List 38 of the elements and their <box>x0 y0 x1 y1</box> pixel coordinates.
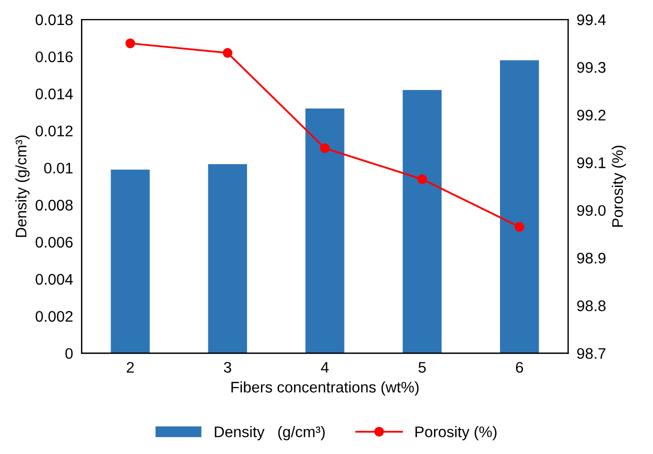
point <box>417 174 428 184</box>
legend-label: Density (g/cm³) <box>214 426 325 440</box>
point <box>320 143 330 154</box>
bar <box>110 170 150 354</box>
y-tick-label: 0.006 <box>36 236 73 248</box>
y-tick-label: 0 <box>65 348 73 359</box>
y-tick-label: 0.012 <box>36 126 73 136</box>
y-tick-label: 0.018 <box>36 14 73 26</box>
y-tick-label: 0.002 <box>36 311 73 322</box>
point <box>514 222 524 232</box>
bar <box>402 90 442 354</box>
x-tick-label: 5 <box>418 362 426 373</box>
y-tick-label: 0.016 <box>36 51 73 62</box>
y2-tick-label: 99.1 <box>577 157 606 168</box>
x-axis-title: Fibers concentrations (wt%) <box>231 381 419 396</box>
x-tick-label: 6 <box>516 362 524 373</box>
point <box>125 38 136 48</box>
x-tick-label: 2 <box>126 362 134 373</box>
y2-axis-title: Porosity (%) <box>612 146 626 227</box>
bar <box>208 164 248 354</box>
y-axis-title: Density (g/cm³) <box>15 136 30 237</box>
y2-tick-label: 99.2 <box>577 110 606 121</box>
y-tick-label: 0.014 <box>36 88 73 100</box>
x-tick-label: 4 <box>320 362 329 373</box>
y2-tick-label: 98.9 <box>577 252 606 264</box>
y-tick-label: 0.008 <box>36 200 73 211</box>
y2-tick-label: 99.4 <box>577 14 606 26</box>
y-tick-label: 0.01 <box>44 162 73 174</box>
point <box>222 48 232 58</box>
y2-tick-label: 99.3 <box>577 62 606 73</box>
y2-tick-label: 98.7 <box>577 348 606 359</box>
x-tick-label: 3 <box>224 362 232 373</box>
bar <box>305 108 344 354</box>
y2-tick-label: 99.0 <box>577 205 606 216</box>
y-tick-label: 0.004 <box>36 274 73 285</box>
bar <box>500 60 539 354</box>
legend-label: Porosity (%) <box>416 426 497 440</box>
y2-tick-label: 98.8 <box>577 300 606 312</box>
